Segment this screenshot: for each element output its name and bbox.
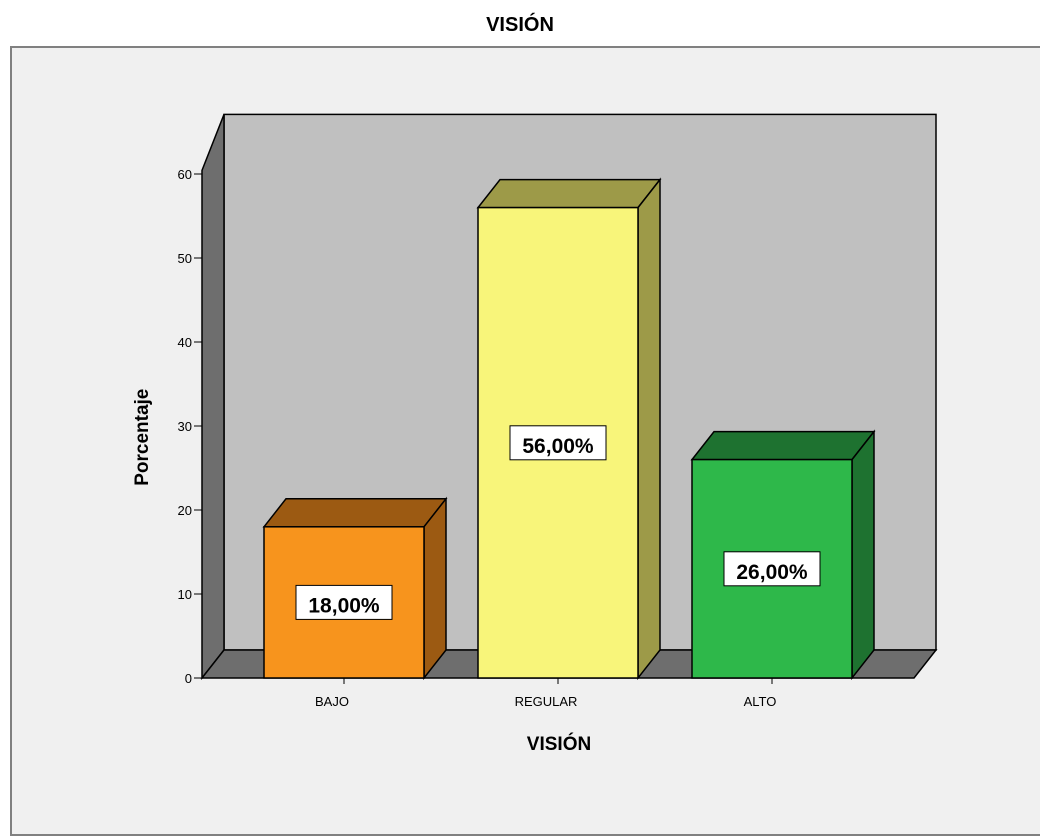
left-wall: [201, 114, 225, 681]
y-tick-label: 10: [178, 587, 192, 602]
chart-title: VISIÓN: [486, 14, 554, 36]
y-tick-label: 30: [178, 419, 192, 434]
bar-top: [262, 498, 448, 528]
data-label: 56,00%: [522, 435, 594, 458]
y-tick-label: 0: [185, 671, 192, 686]
x-axis-title: VISIÓN: [527, 733, 591, 755]
bar-side: [637, 177, 661, 681]
bar-side: [423, 496, 447, 681]
data-label: 18,00%: [308, 594, 380, 617]
y-tick-label: 20: [178, 503, 192, 518]
y-axis-title: Porcentaje: [132, 389, 153, 486]
bar-side: [851, 429, 875, 681]
bar-top: [476, 178, 662, 209]
bar: [263, 526, 425, 679]
x-tick-label: ALTO: [744, 694, 777, 709]
y-tick-label: 40: [178, 335, 192, 350]
data-label-box: [295, 584, 393, 620]
x-tick-label: BAJO: [315, 694, 349, 709]
data-label-box: [723, 551, 821, 587]
x-tick-label: REGULAR: [515, 694, 578, 709]
data-label-box: [509, 425, 607, 461]
y-tick-label: 50: [178, 251, 192, 266]
y-tick-label: 60: [178, 167, 192, 182]
data-label: 26,00%: [736, 561, 808, 584]
bar-top: [690, 430, 876, 461]
